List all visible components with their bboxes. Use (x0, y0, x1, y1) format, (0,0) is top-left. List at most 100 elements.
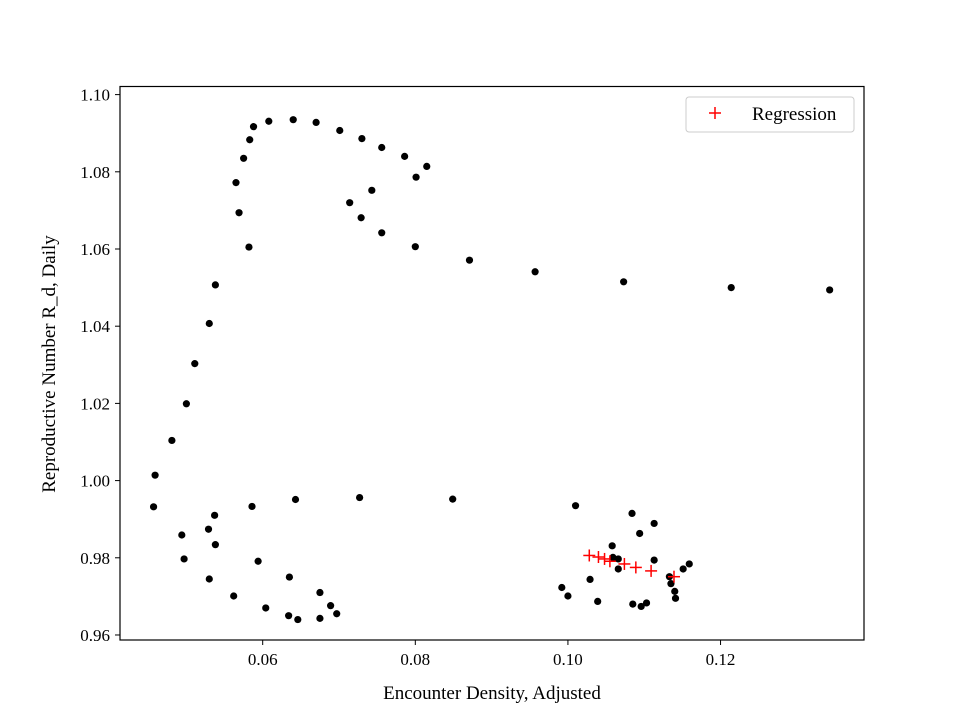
y-tick-label: 0.96 (80, 626, 110, 645)
data-point (637, 602, 645, 611)
x-axis: 0.06 0.08 0.10 0.12 (248, 640, 736, 669)
data-point (211, 511, 219, 519)
x-tick-label: 0.12 (706, 650, 736, 669)
data-point (333, 610, 341, 618)
data-point (240, 154, 248, 162)
data-point (316, 614, 324, 622)
data-point (558, 583, 566, 592)
regression-point (603, 555, 616, 568)
data-point (205, 319, 213, 328)
y-axis: 0.96 0.98 1.00 1.02 1.04 1.06 1.08 1.10 (80, 86, 120, 645)
data-point (636, 529, 644, 538)
regression-point (629, 561, 642, 574)
data-point (614, 555, 622, 563)
data-point (289, 116, 297, 124)
y-tick-label: 1.10 (80, 86, 110, 105)
data-point (205, 575, 213, 583)
plot-area-frame (119, 85, 865, 641)
y-tick-label: 1.04 (80, 317, 110, 336)
data-point (685, 560, 693, 568)
y-tick-label: 1.06 (80, 240, 110, 259)
regression-point (583, 549, 596, 562)
data-point (254, 557, 262, 565)
legend-label-regression: Regression (752, 104, 837, 125)
legend: Regression (685, 96, 855, 133)
x-axis-label: Encounter Density, Adjusted (383, 683, 601, 704)
data-point (564, 592, 572, 600)
data-point (180, 555, 188, 563)
data-point (294, 615, 302, 624)
data-point (235, 209, 243, 217)
data-point (412, 173, 420, 181)
data-point (411, 243, 419, 251)
data-point (620, 278, 628, 286)
data-point (168, 436, 176, 445)
regression-point (667, 570, 680, 583)
data-point (826, 286, 834, 294)
data-point (262, 604, 270, 612)
data-point (449, 495, 457, 503)
data-point (149, 503, 158, 511)
data-point (628, 509, 636, 517)
y-tick-label: 1.00 (80, 472, 110, 491)
y-tick-label: 1.02 (80, 394, 110, 413)
data-point (285, 612, 293, 620)
regression-point (618, 557, 631, 570)
data-point (423, 162, 431, 170)
data-point (191, 360, 199, 368)
data-point (312, 118, 320, 126)
data-point (642, 599, 651, 607)
data-point (586, 575, 594, 584)
data-point (667, 580, 675, 588)
data-point (401, 152, 409, 160)
data-point (531, 268, 539, 276)
data-point (671, 587, 679, 595)
data-point (204, 525, 213, 533)
data-point (356, 493, 364, 502)
data-point (629, 600, 637, 608)
y-axis-label: Reproductive Number R_d, Daily (39, 235, 60, 493)
regression-point (598, 552, 611, 565)
data-point (265, 117, 273, 125)
x-tick-label: 0.06 (248, 650, 278, 669)
legend-box (685, 96, 855, 133)
data-point (368, 186, 376, 194)
x-tick-label: 0.10 (553, 650, 583, 669)
regression-point (592, 551, 605, 564)
data-point (178, 531, 186, 539)
data-point (571, 502, 580, 510)
data-point (727, 283, 735, 292)
y-tick-label: 1.08 (80, 163, 110, 182)
data-point (378, 229, 386, 237)
data-point (378, 143, 386, 152)
data-point (679, 565, 687, 573)
data-point (249, 123, 258, 131)
data-point (608, 542, 616, 550)
data-point (650, 556, 658, 564)
data-point (650, 519, 658, 528)
legend-plus-icon (709, 107, 721, 119)
data-point (594, 597, 602, 606)
data-point (248, 502, 256, 511)
data-point (327, 602, 335, 610)
data-point (151, 471, 159, 479)
data-point (285, 573, 294, 581)
data-point (245, 243, 253, 251)
data-point (316, 588, 324, 597)
x-tick-label: 0.08 (400, 650, 430, 669)
data-point (182, 400, 190, 408)
legend-regression-marker (709, 107, 721, 119)
regression-point (645, 564, 658, 577)
data-point (336, 126, 344, 135)
data-point (211, 541, 219, 549)
data-point (357, 214, 365, 222)
data-point (232, 179, 240, 187)
data-point (246, 136, 254, 144)
data-point (671, 594, 680, 602)
data-point (291, 495, 300, 504)
data-marks (149, 116, 834, 624)
data-point (346, 199, 354, 207)
data-point (465, 256, 474, 264)
data-point (614, 565, 622, 573)
